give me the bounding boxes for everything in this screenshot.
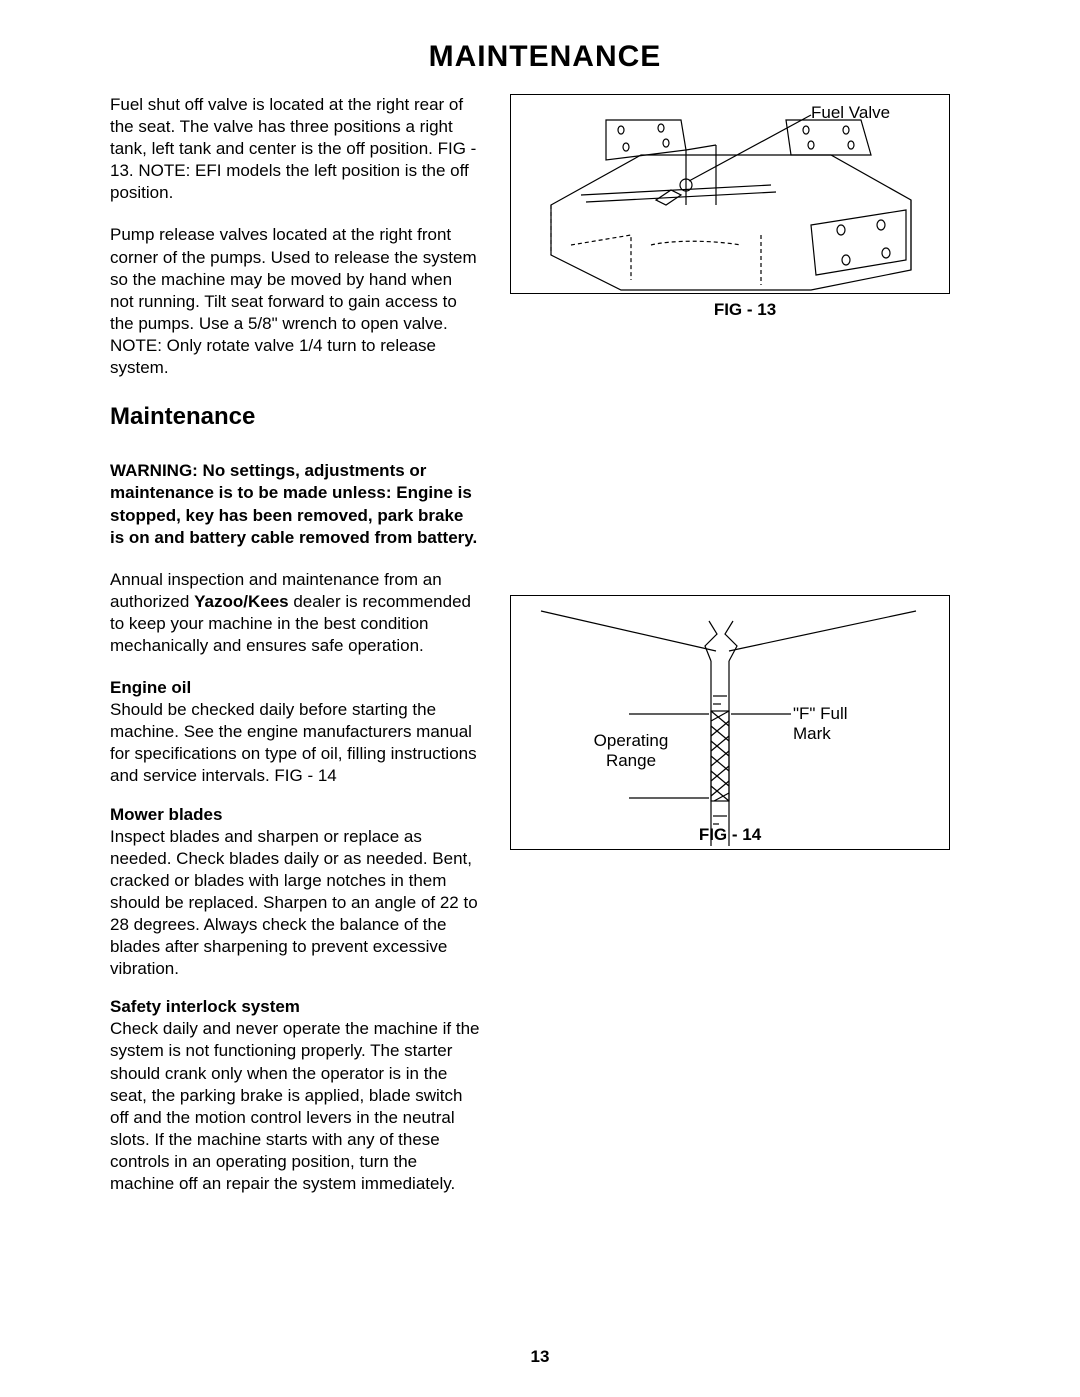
paragraph-annual: Annual inspection and maintenance from a…: [110, 569, 480, 657]
label-full-mark: "F" Full Mark: [793, 704, 873, 743]
section-heading-maintenance: Maintenance: [110, 401, 480, 432]
paragraph-pump-release: Pump release valves located at the right…: [110, 224, 480, 379]
subtext-mower-blades: Inspect blades and sharpen or replace as…: [110, 826, 480, 981]
subsection-engine-oil: Engine oil Should be checked daily befor…: [110, 677, 480, 787]
page-number: 13: [0, 1347, 1080, 1367]
subtext-safety: Check daily and never operate the machin…: [110, 1018, 480, 1195]
annual-dealer: Yazoo/Kees: [194, 592, 289, 611]
content-columns: Fuel shut off valve is located at the ri…: [110, 94, 980, 1211]
subsection-mower-blades: Mower blades Inspect blades and sharpen …: [110, 804, 480, 981]
subheading-engine-oil: Engine oil: [110, 677, 480, 699]
label-operating-range: Operating Range: [586, 731, 676, 770]
figure-13: Fuel Valve: [510, 94, 950, 294]
subheading-safety: Safety interlock system: [110, 996, 480, 1018]
figure-13-caption: FIG - 13: [510, 300, 980, 320]
subtext-engine-oil: Should be checked daily before starting …: [110, 699, 480, 787]
right-column: Fuel Valve FIG - 13: [510, 94, 980, 1211]
left-column: Fuel shut off valve is located at the ri…: [110, 94, 480, 1211]
figure-14: Operating Range "F" Full Mark FIG - 14: [510, 595, 950, 850]
label-fuel-valve: Fuel Valve: [811, 103, 890, 123]
figure-14-wrap: Operating Range "F" Full Mark FIG - 14: [510, 595, 980, 850]
subheading-mower-blades: Mower blades: [110, 804, 480, 826]
figure-13-svg: [511, 95, 951, 295]
figure-14-svg: [511, 596, 951, 851]
warning-paragraph: WARNING: No settings, adjustments or mai…: [110, 460, 480, 548]
paragraph-fuel-valve: Fuel shut off valve is located at the ri…: [110, 94, 480, 204]
subsection-safety: Safety interlock system Check daily and …: [110, 996, 480, 1195]
page-title: MAINTENANCE: [110, 40, 980, 74]
figure-14-caption: FIG - 14: [511, 825, 949, 845]
